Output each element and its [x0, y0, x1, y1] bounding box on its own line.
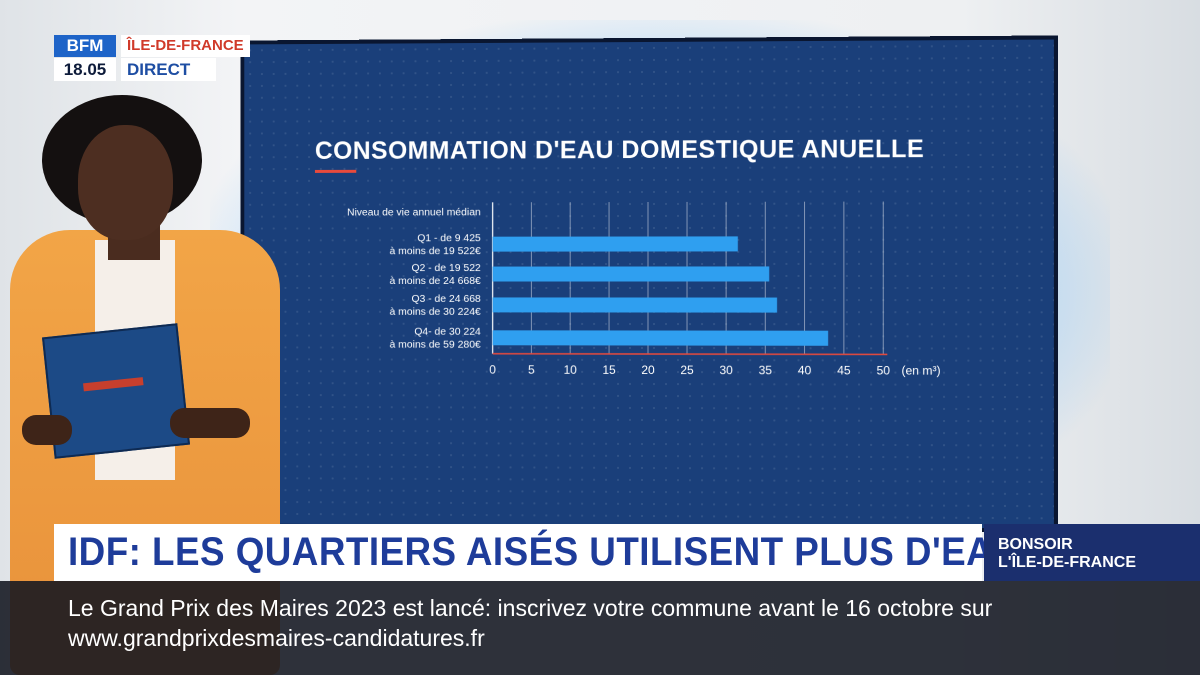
tablet-logo: [83, 377, 144, 391]
bar: [493, 236, 738, 251]
unit-label: (en m³): [901, 363, 940, 377]
category-header: Niveau de vie annuel médian: [347, 207, 481, 218]
headline-text: IDF: LES QUARTIERS AISÉS UTILISENT PLUS …: [68, 530, 1020, 575]
presenter-right-hand: [170, 408, 250, 438]
region-tag: ÎLE-DE-FRANCE: [121, 35, 250, 57]
x-tick-label: 30: [719, 363, 733, 377]
category-label: à moins de 24 668€: [390, 276, 481, 287]
presenter-left-hand: [22, 415, 72, 445]
chart-screen: CONSOMMATION D'EAU DOMESTIQUE ANUELLE Ni…: [240, 35, 1058, 532]
bar: [493, 266, 770, 281]
category-label: Q3 - de 24 668: [411, 294, 480, 305]
x-tick-label: 20: [641, 363, 655, 377]
channel-logo: BFM: [54, 35, 116, 57]
ticker-text: Le Grand Prix des Maires 2023 est lancé:…: [68, 593, 1068, 653]
x-tick-label: 25: [680, 363, 694, 377]
category-label: Q2 - de 19 522: [411, 263, 480, 274]
x-tick-label: 40: [798, 363, 812, 377]
show-title-line2: L'ÎLE-DE-FRANCE: [998, 554, 1136, 572]
category-label: à moins de 30 224€: [390, 307, 481, 318]
bar: [493, 330, 828, 345]
x-tick-label: 35: [759, 363, 773, 377]
x-tick-label: 10: [564, 363, 578, 377]
broadcast-clock: 18.05: [54, 58, 116, 81]
category-label: à moins de 59 280€: [390, 340, 481, 351]
category-label: à moins de 19 522€: [390, 246, 481, 257]
x-tick-label: 15: [602, 363, 616, 377]
show-title-line1: BONSOIR: [998, 536, 1073, 554]
news-ticker: Le Grand Prix des Maires 2023 est lancé:…: [0, 581, 1200, 675]
bar: [493, 297, 777, 312]
live-tag: DIRECT: [121, 58, 216, 81]
bar-chart: Niveau de vie annuel médian Q1 - de 9 425…: [244, 40, 1054, 529]
x-tick-label: 50: [877, 363, 891, 377]
x-tick-label: 5: [528, 363, 535, 377]
x-tick-label: 0: [489, 363, 496, 377]
x-tick-label: 45: [837, 363, 851, 377]
x-axis: [493, 354, 888, 355]
presenter-face: [78, 125, 173, 240]
show-title-box: BONSOIR L'ÎLE-DE-FRANCE: [984, 524, 1200, 581]
headline-banner: IDF: LES QUARTIERS AISÉS UTILISENT PLUS …: [54, 524, 982, 581]
category-label: Q1 - de 9 425: [417, 233, 481, 244]
category-label: Q4- de 30 224: [414, 327, 481, 338]
